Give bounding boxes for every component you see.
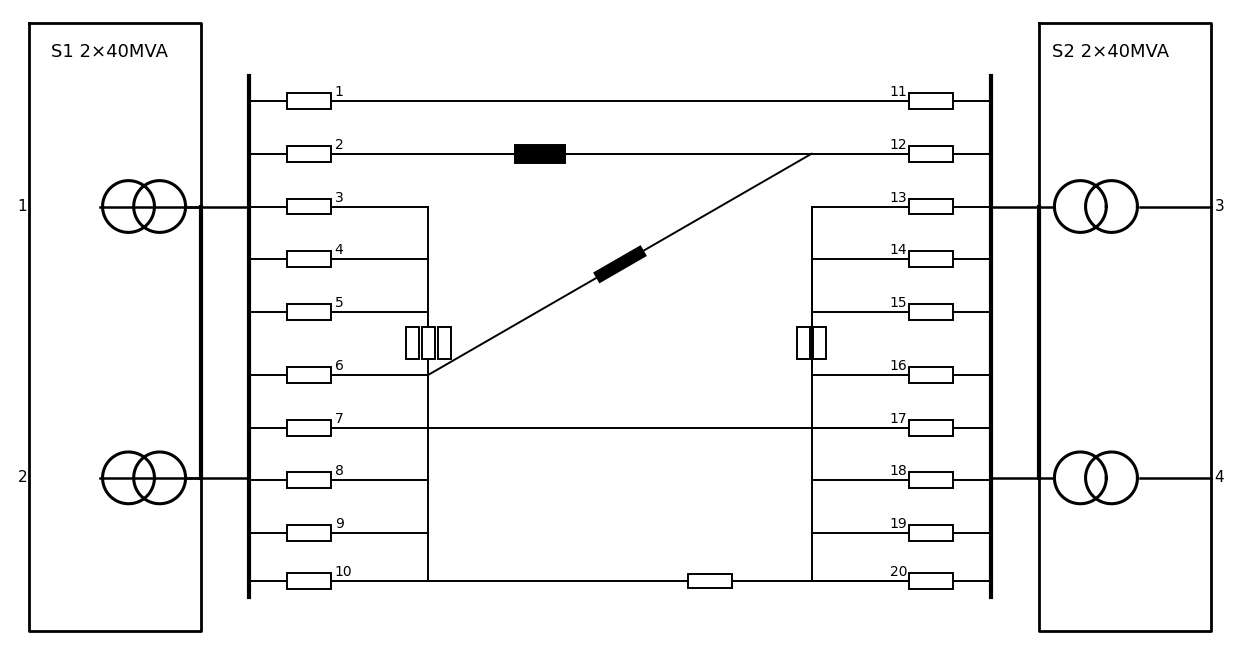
Bar [909,304,954,320]
Bar [909,251,954,267]
Bar [286,420,331,436]
Bar [286,93,331,109]
Bar [286,472,331,489]
Bar [688,574,732,588]
Text: 2: 2 [335,138,343,152]
Bar [909,420,954,436]
Text: 20: 20 [890,565,908,579]
Bar [909,93,954,109]
Bar [909,525,954,541]
Bar [286,146,331,162]
Bar [813,328,826,359]
Text: 16: 16 [889,359,908,373]
Bar [909,146,954,162]
Text: 6: 6 [335,359,343,373]
Bar [286,304,331,320]
Text: 12: 12 [890,138,908,152]
Text: 15: 15 [890,296,908,310]
Bar [909,573,954,589]
Bar [909,367,954,383]
Bar [405,328,419,359]
Text: 19: 19 [889,517,908,531]
Text: 17: 17 [890,411,908,426]
Text: 4: 4 [1215,470,1224,485]
Bar [286,525,331,541]
Text: 9: 9 [335,517,343,531]
Bar [909,199,954,215]
Text: 8: 8 [335,464,343,478]
Text: 11: 11 [889,85,908,99]
Text: 14: 14 [890,243,908,257]
Text: 13: 13 [890,190,908,205]
Bar [422,328,435,359]
Bar [286,251,331,267]
Text: 3: 3 [1215,199,1224,214]
Text: S2 2×40MVA: S2 2×40MVA [1052,43,1169,61]
Text: 10: 10 [335,565,352,579]
Text: 1: 1 [17,199,27,214]
Text: 2: 2 [17,470,27,485]
Text: 1: 1 [335,85,343,99]
Bar [516,145,565,163]
Text: S1 2×40MVA: S1 2×40MVA [51,43,169,61]
Bar [438,328,451,359]
Bar [286,573,331,589]
Bar [797,328,810,359]
Text: 4: 4 [335,243,343,257]
Text: 7: 7 [335,411,343,426]
Text: 18: 18 [889,464,908,478]
Bar [909,472,954,489]
Bar [286,367,331,383]
Bar [286,199,331,215]
Text: 3: 3 [335,190,343,205]
Text: 5: 5 [335,296,343,310]
